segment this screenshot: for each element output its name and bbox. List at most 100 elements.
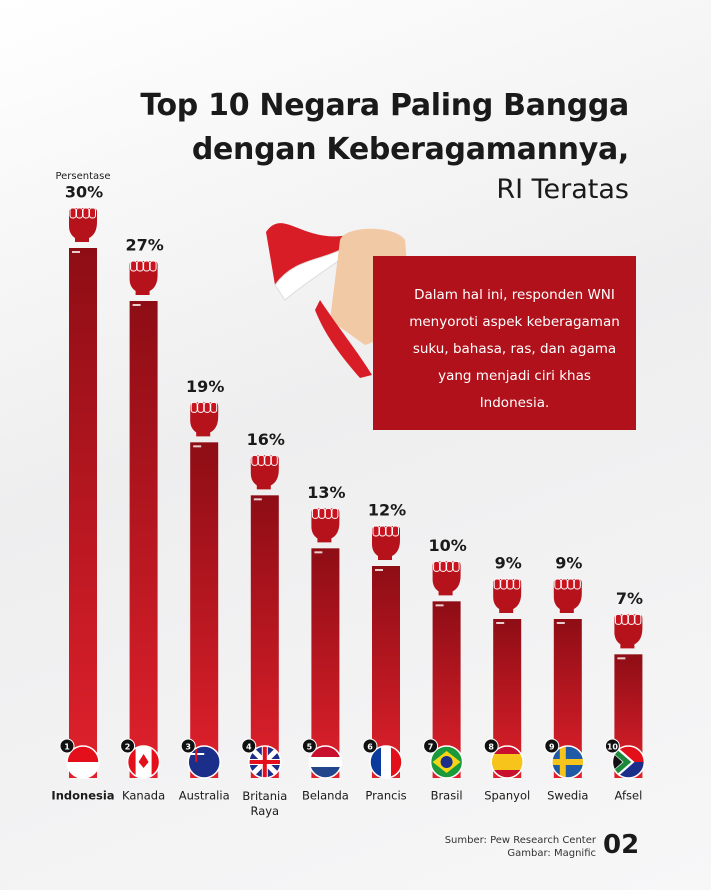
fist-finger: [89, 207, 96, 219]
x-tick-label: Swedia: [547, 789, 588, 803]
fist-icon: [493, 578, 522, 613]
rank-label: 8: [488, 743, 494, 752]
value-label: 16%: [247, 430, 285, 449]
flag-body: [612, 746, 645, 778]
fist-finger: [567, 578, 575, 590]
flag: [551, 745, 585, 779]
flag-part: [138, 754, 149, 768]
x-tick-label: Belanda: [302, 789, 349, 803]
flag-part: [127, 746, 136, 778]
rank-badge: [180, 738, 196, 754]
rank-label: 10: [607, 743, 619, 752]
rank-label: 5: [307, 743, 313, 752]
bar: [250, 495, 279, 778]
rank-badge: [120, 738, 136, 754]
flag-ring: [551, 745, 585, 779]
flag: [490, 745, 524, 779]
fist-finger: [130, 260, 138, 272]
fist-finger: [318, 507, 326, 519]
rank-badge: [301, 738, 317, 754]
fist-icon: [311, 507, 340, 543]
value-label: 30%: [65, 183, 103, 202]
flag-ring: [187, 745, 221, 779]
bar-highlight: [193, 445, 202, 448]
flag-ring: [611, 745, 646, 779]
value-label: 19%: [186, 377, 224, 396]
source: Sumber: Pew Research Center Gambar: Magn…: [445, 834, 596, 860]
fist-finger: [500, 578, 508, 590]
fist-icon: [69, 207, 97, 242]
y-label: Persentase: [55, 171, 110, 182]
fist-finger: [446, 560, 454, 572]
flag-part: [440, 756, 453, 768]
fist-finger: [560, 578, 568, 590]
fist-finger: [82, 207, 90, 219]
flag-body: [430, 746, 463, 778]
fist-finger: [621, 613, 629, 625]
fist-finger: [627, 613, 635, 625]
flag-ring: [248, 745, 282, 779]
rank-label: 4: [246, 743, 252, 752]
fist-icon: [250, 454, 279, 490]
value-label: 9%: [495, 554, 522, 573]
x-tick-label-line: Britania: [242, 789, 287, 803]
bar: [190, 442, 219, 778]
fist-finger: [372, 525, 380, 537]
fist-icon: [553, 578, 582, 613]
fist-finger: [136, 260, 144, 272]
flag: [611, 745, 646, 779]
fist-finger: [331, 507, 339, 519]
flag-body: [67, 746, 99, 778]
flag-part: [309, 746, 342, 757]
fist-icon: [614, 613, 643, 649]
flag-part: [612, 753, 623, 771]
flag-body: [248, 746, 281, 778]
value-label: 9%: [555, 554, 582, 573]
bar: [129, 301, 158, 778]
flag-part: [262, 746, 267, 778]
flag-ring: [66, 745, 100, 779]
bar-highlight: [375, 569, 383, 571]
fist-finger: [210, 401, 218, 413]
flag-part: [612, 747, 632, 778]
rank-badge: [483, 738, 499, 754]
bar-highlight: [556, 622, 565, 624]
value-label: 7%: [616, 589, 643, 608]
fist-finger: [251, 454, 259, 466]
flag-body: [551, 746, 584, 778]
bar-highlight: [617, 657, 626, 660]
x-tick-label: Brasil: [431, 789, 463, 803]
bar-highlight: [72, 251, 80, 253]
fist-finger: [257, 454, 265, 466]
title: Top 10 Negara Paling Bangga dengan Keber…: [140, 84, 629, 172]
fist-finger: [513, 578, 521, 590]
flag-part: [309, 767, 342, 778]
flag-ring: [490, 745, 524, 779]
flag-body: [188, 746, 221, 778]
fist-icon: [432, 560, 461, 596]
flag: [429, 745, 464, 779]
fist-finger: [69, 207, 77, 219]
rank-label: 1: [64, 743, 70, 752]
rank-label: 7: [428, 743, 434, 752]
flag-part: [559, 746, 566, 778]
fist-icon: [372, 525, 400, 560]
fist-icon: [129, 260, 158, 295]
title-line: Top 10 Negara Paling Bangga: [140, 88, 629, 123]
flag-part: [67, 746, 99, 762]
fist-finger: [143, 260, 151, 272]
fist-finger: [324, 507, 332, 519]
title-line: dengan Keberagamannya,: [191, 132, 629, 167]
fist-finger: [506, 578, 514, 590]
value-label: 27%: [125, 236, 163, 255]
value-label: 12%: [368, 501, 406, 520]
source-line: Sumber: Pew Research Center: [444, 835, 596, 846]
bar-highlight: [435, 604, 444, 607]
value-label: 13%: [307, 483, 345, 502]
bar: [69, 248, 97, 778]
fist-finger: [634, 613, 642, 625]
x-tick-label-line: Raya: [250, 804, 279, 818]
source-line: Gambar: Magnific: [507, 848, 596, 859]
